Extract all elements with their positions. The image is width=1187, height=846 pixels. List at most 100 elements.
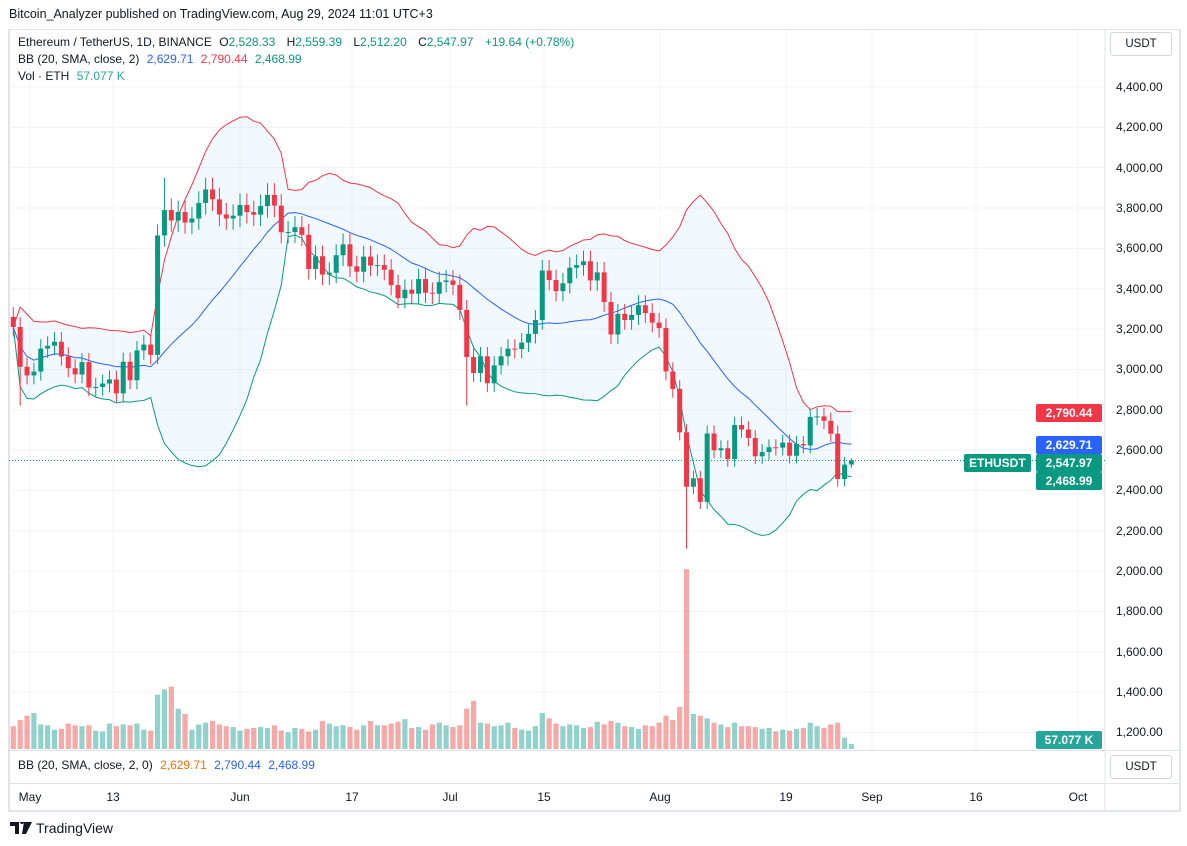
candle-body <box>223 214 229 219</box>
lower-pane-basis: 2,629.71 <box>160 758 207 772</box>
symbol-name[interactable]: Ethereum / TetherUS, 1D, BINANCE <box>18 35 212 49</box>
candle-body <box>175 212 181 221</box>
volume-bar <box>704 718 710 749</box>
volume-bar <box>622 726 628 749</box>
candle-body <box>670 371 676 389</box>
candle-body <box>663 328 669 372</box>
candle-body <box>519 342 525 350</box>
close-value: 2,547.97 <box>426 35 474 49</box>
lower-pane-legend[interactable]: BB (20, SMA, close, 2, 0) 2,629.71 2,790… <box>18 758 319 772</box>
tradingview-logo[interactable]: TradingView <box>10 820 113 836</box>
candle-body <box>457 284 463 310</box>
candle-body <box>539 270 545 320</box>
candle-body <box>622 313 628 320</box>
candle-body <box>567 267 573 284</box>
volume-bar <box>113 726 119 749</box>
volume-bar <box>663 715 669 749</box>
price-tick-label: 2,800.00 <box>1116 402 1163 417</box>
volume-bar <box>182 713 188 749</box>
change-value: +19.64 (+0.78%) <box>484 35 575 49</box>
volume-bar <box>587 727 593 749</box>
high-label: H <box>286 35 296 49</box>
candle-body <box>278 205 284 233</box>
volume-bar <box>10 726 16 749</box>
candle-body <box>532 319 538 334</box>
time-tick-label: May <box>18 790 42 804</box>
volume-bar <box>649 726 655 749</box>
candle-body <box>491 365 497 384</box>
candle-body <box>326 272 332 275</box>
volume-bar <box>436 722 442 749</box>
candle-body <box>656 322 662 329</box>
volume-bar <box>381 725 387 749</box>
volume-bar <box>505 722 511 749</box>
volume-bar <box>216 724 222 749</box>
candle-body <box>477 356 483 374</box>
candle-body <box>505 348 511 357</box>
candle-body <box>134 350 140 381</box>
candle-body <box>814 416 820 418</box>
volume-bar <box>821 727 827 749</box>
bb-lower-line <box>12 234 852 536</box>
volume-legend[interactable]: Vol · ETH 57.077 K <box>18 69 129 83</box>
candle-body <box>594 272 600 281</box>
volume-bar <box>388 723 394 749</box>
candle-body <box>793 444 799 456</box>
volume-bar <box>374 725 381 749</box>
price-tick-label: 3,600.00 <box>1116 241 1163 256</box>
volume-bar <box>333 726 339 749</box>
volume-bar <box>745 726 751 749</box>
candle-body <box>800 444 806 446</box>
price-tick-label: 4,000.00 <box>1116 160 1163 175</box>
volume-bar <box>670 720 676 749</box>
volume-bar <box>161 689 168 749</box>
volume-bar <box>141 729 147 749</box>
candle-body <box>443 280 449 283</box>
lower-pane-label: BB (20, SMA, close, 2, 0) <box>18 758 153 772</box>
volume-bar <box>793 728 800 749</box>
candle-body <box>93 386 99 388</box>
volume-bar <box>484 723 490 749</box>
candle-body <box>354 266 360 272</box>
candle-body <box>244 204 250 213</box>
candle-body <box>319 256 325 275</box>
time-tick-label: Jun <box>230 790 250 804</box>
volume-bar <box>828 724 834 749</box>
time-tick-label: 15 <box>537 790 551 804</box>
volume-bar <box>553 723 559 749</box>
volume-bar <box>395 721 401 749</box>
volume-bar <box>264 727 271 749</box>
candle-body <box>58 341 64 357</box>
low-label: L <box>353 35 361 49</box>
candle-body <box>264 194 270 207</box>
candle-body <box>182 212 188 223</box>
candle-body <box>739 425 745 430</box>
volume-bar <box>477 722 484 749</box>
lower-pane-upper: 2,790.44 <box>214 758 261 772</box>
symbol-legend: Ethereum / TetherUS, 1D, BINANCE O2,528.… <box>18 35 578 49</box>
bb-legend[interactable]: BB (20, SMA, close, 2) 2,629.71 2,790.44… <box>18 52 306 66</box>
high-value: 2,559.39 <box>295 35 342 49</box>
volume-bar <box>429 724 435 749</box>
volume-bar <box>106 723 113 749</box>
last-price-tag: 2,547.97 <box>1036 454 1102 472</box>
candle-body <box>409 289 415 294</box>
currency-button[interactable]: USDT <box>1110 32 1172 56</box>
lower-currency-button[interactable]: USDT <box>1110 755 1172 779</box>
volume-bar <box>209 720 216 749</box>
candle-body <box>587 261 593 281</box>
volume-bar <box>86 725 92 749</box>
price-tick-label: 3,200.00 <box>1116 322 1163 337</box>
bb-band-fill <box>13 116 852 536</box>
volume-bar <box>491 726 497 749</box>
time-tick-label: Sep <box>861 790 883 804</box>
candle-body <box>148 344 154 355</box>
candle-body <box>512 348 518 350</box>
candle-body <box>45 345 51 349</box>
candle-body <box>807 416 813 446</box>
volume-value: 57.077 K <box>76 69 125 83</box>
time-tick-label: 13 <box>106 790 120 804</box>
candle-body <box>38 348 44 372</box>
volume-bar <box>814 726 820 749</box>
